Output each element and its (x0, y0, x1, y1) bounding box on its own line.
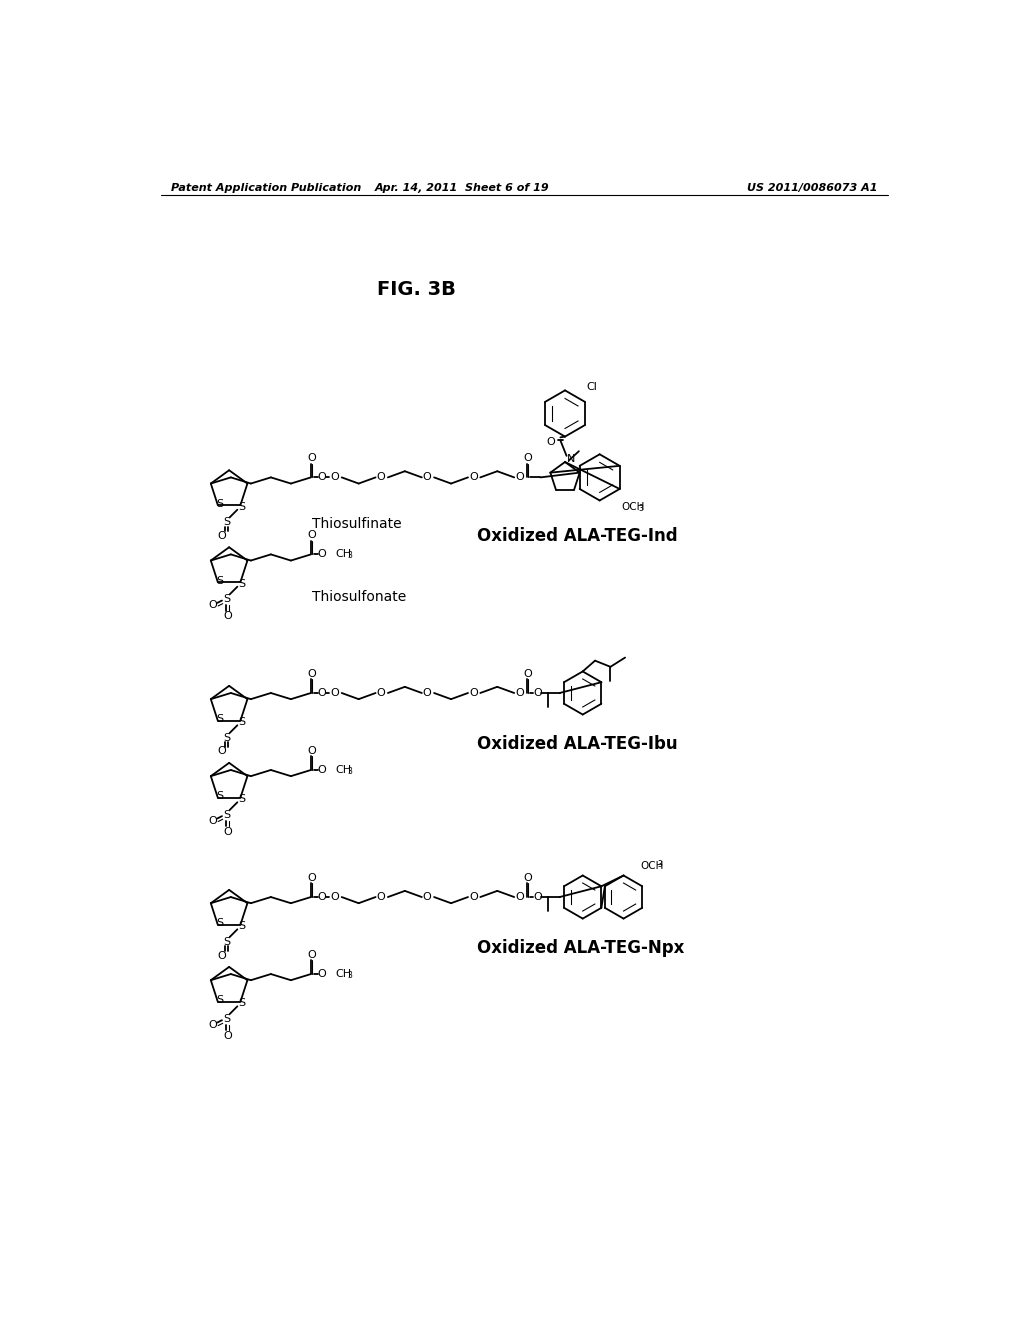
Text: O: O (307, 873, 316, 883)
Text: O: O (307, 531, 316, 540)
Text: O: O (317, 688, 326, 698)
Text: S: S (216, 499, 223, 508)
Text: O: O (331, 473, 339, 482)
Text: O: O (317, 892, 326, 902)
Text: O: O (377, 473, 385, 482)
Text: CH: CH (336, 549, 351, 560)
Text: O: O (523, 453, 531, 463)
Text: S: S (239, 578, 246, 589)
Text: S: S (239, 921, 246, 932)
Text: S: S (216, 995, 223, 1006)
Text: O: O (423, 688, 431, 698)
Text: O: O (208, 601, 217, 610)
Text: S: S (223, 594, 230, 605)
Text: S: S (223, 1014, 230, 1024)
Text: Oxidized ALA-TEG-Npx: Oxidized ALA-TEG-Npx (477, 939, 684, 957)
Text: O: O (317, 473, 326, 482)
Text: S: S (216, 791, 223, 801)
Text: Cl: Cl (587, 381, 597, 392)
Text: S: S (216, 919, 223, 928)
Text: CH: CH (336, 969, 351, 979)
Text: S: S (239, 998, 246, 1008)
Text: O: O (532, 892, 542, 902)
Text: Apr. 14, 2011  Sheet 6 of 19: Apr. 14, 2011 Sheet 6 of 19 (375, 182, 549, 193)
Text: S: S (239, 502, 246, 512)
Text: N: N (567, 454, 575, 463)
Text: 3: 3 (347, 552, 352, 561)
Text: O: O (423, 473, 431, 482)
Text: Thiosulfonate: Thiosulfonate (311, 590, 406, 605)
Text: O: O (331, 688, 339, 698)
Text: 3: 3 (638, 504, 643, 512)
Text: S: S (216, 576, 223, 586)
Text: O: O (547, 437, 556, 447)
Text: O: O (515, 688, 524, 698)
Text: O: O (307, 950, 316, 960)
Text: 3: 3 (347, 767, 352, 776)
Text: O: O (377, 892, 385, 902)
Text: O: O (208, 816, 217, 826)
Text: O: O (515, 473, 524, 482)
Text: US 2011/0086073 A1: US 2011/0086073 A1 (746, 182, 878, 193)
Text: 3: 3 (657, 861, 663, 869)
Text: S: S (223, 809, 230, 820)
Text: S: S (239, 795, 246, 804)
Text: O: O (208, 1020, 217, 1030)
Text: CH: CH (336, 766, 351, 775)
Text: O: O (377, 688, 385, 698)
Text: FIG. 3B: FIG. 3B (377, 280, 456, 298)
Text: Patent Application Publication: Patent Application Publication (171, 182, 360, 193)
Text: O: O (317, 766, 326, 775)
Text: OCH: OCH (622, 502, 644, 512)
Text: O: O (523, 873, 531, 883)
Text: O: O (469, 688, 478, 698)
Text: S: S (223, 517, 230, 527)
Text: O: O (331, 892, 339, 902)
Text: Oxidized ALA-TEG-Ind: Oxidized ALA-TEG-Ind (477, 527, 678, 545)
Text: Oxidized ALA-TEG-Ibu: Oxidized ALA-TEG-Ibu (477, 735, 678, 752)
Text: O: O (307, 746, 316, 756)
Text: O: O (217, 950, 226, 961)
Text: O: O (223, 826, 232, 837)
Text: O: O (307, 453, 316, 463)
Text: O: O (469, 473, 478, 482)
Text: S: S (239, 717, 246, 727)
Text: O: O (523, 669, 531, 678)
Text: O: O (317, 969, 326, 979)
Text: O: O (223, 611, 232, 620)
Text: S: S (216, 714, 223, 725)
Text: O: O (217, 747, 226, 756)
Text: O: O (515, 892, 524, 902)
Text: O: O (223, 1031, 232, 1040)
Text: S: S (223, 733, 230, 743)
Text: O: O (532, 688, 542, 698)
Text: O: O (307, 669, 316, 678)
Text: 3: 3 (347, 972, 352, 979)
Text: O: O (217, 531, 226, 541)
Text: O: O (423, 892, 431, 902)
Text: O: O (469, 892, 478, 902)
Text: O: O (317, 549, 326, 560)
Text: Thiosulfinate: Thiosulfinate (311, 517, 401, 531)
Text: OCH: OCH (640, 861, 664, 871)
Text: S: S (223, 937, 230, 946)
